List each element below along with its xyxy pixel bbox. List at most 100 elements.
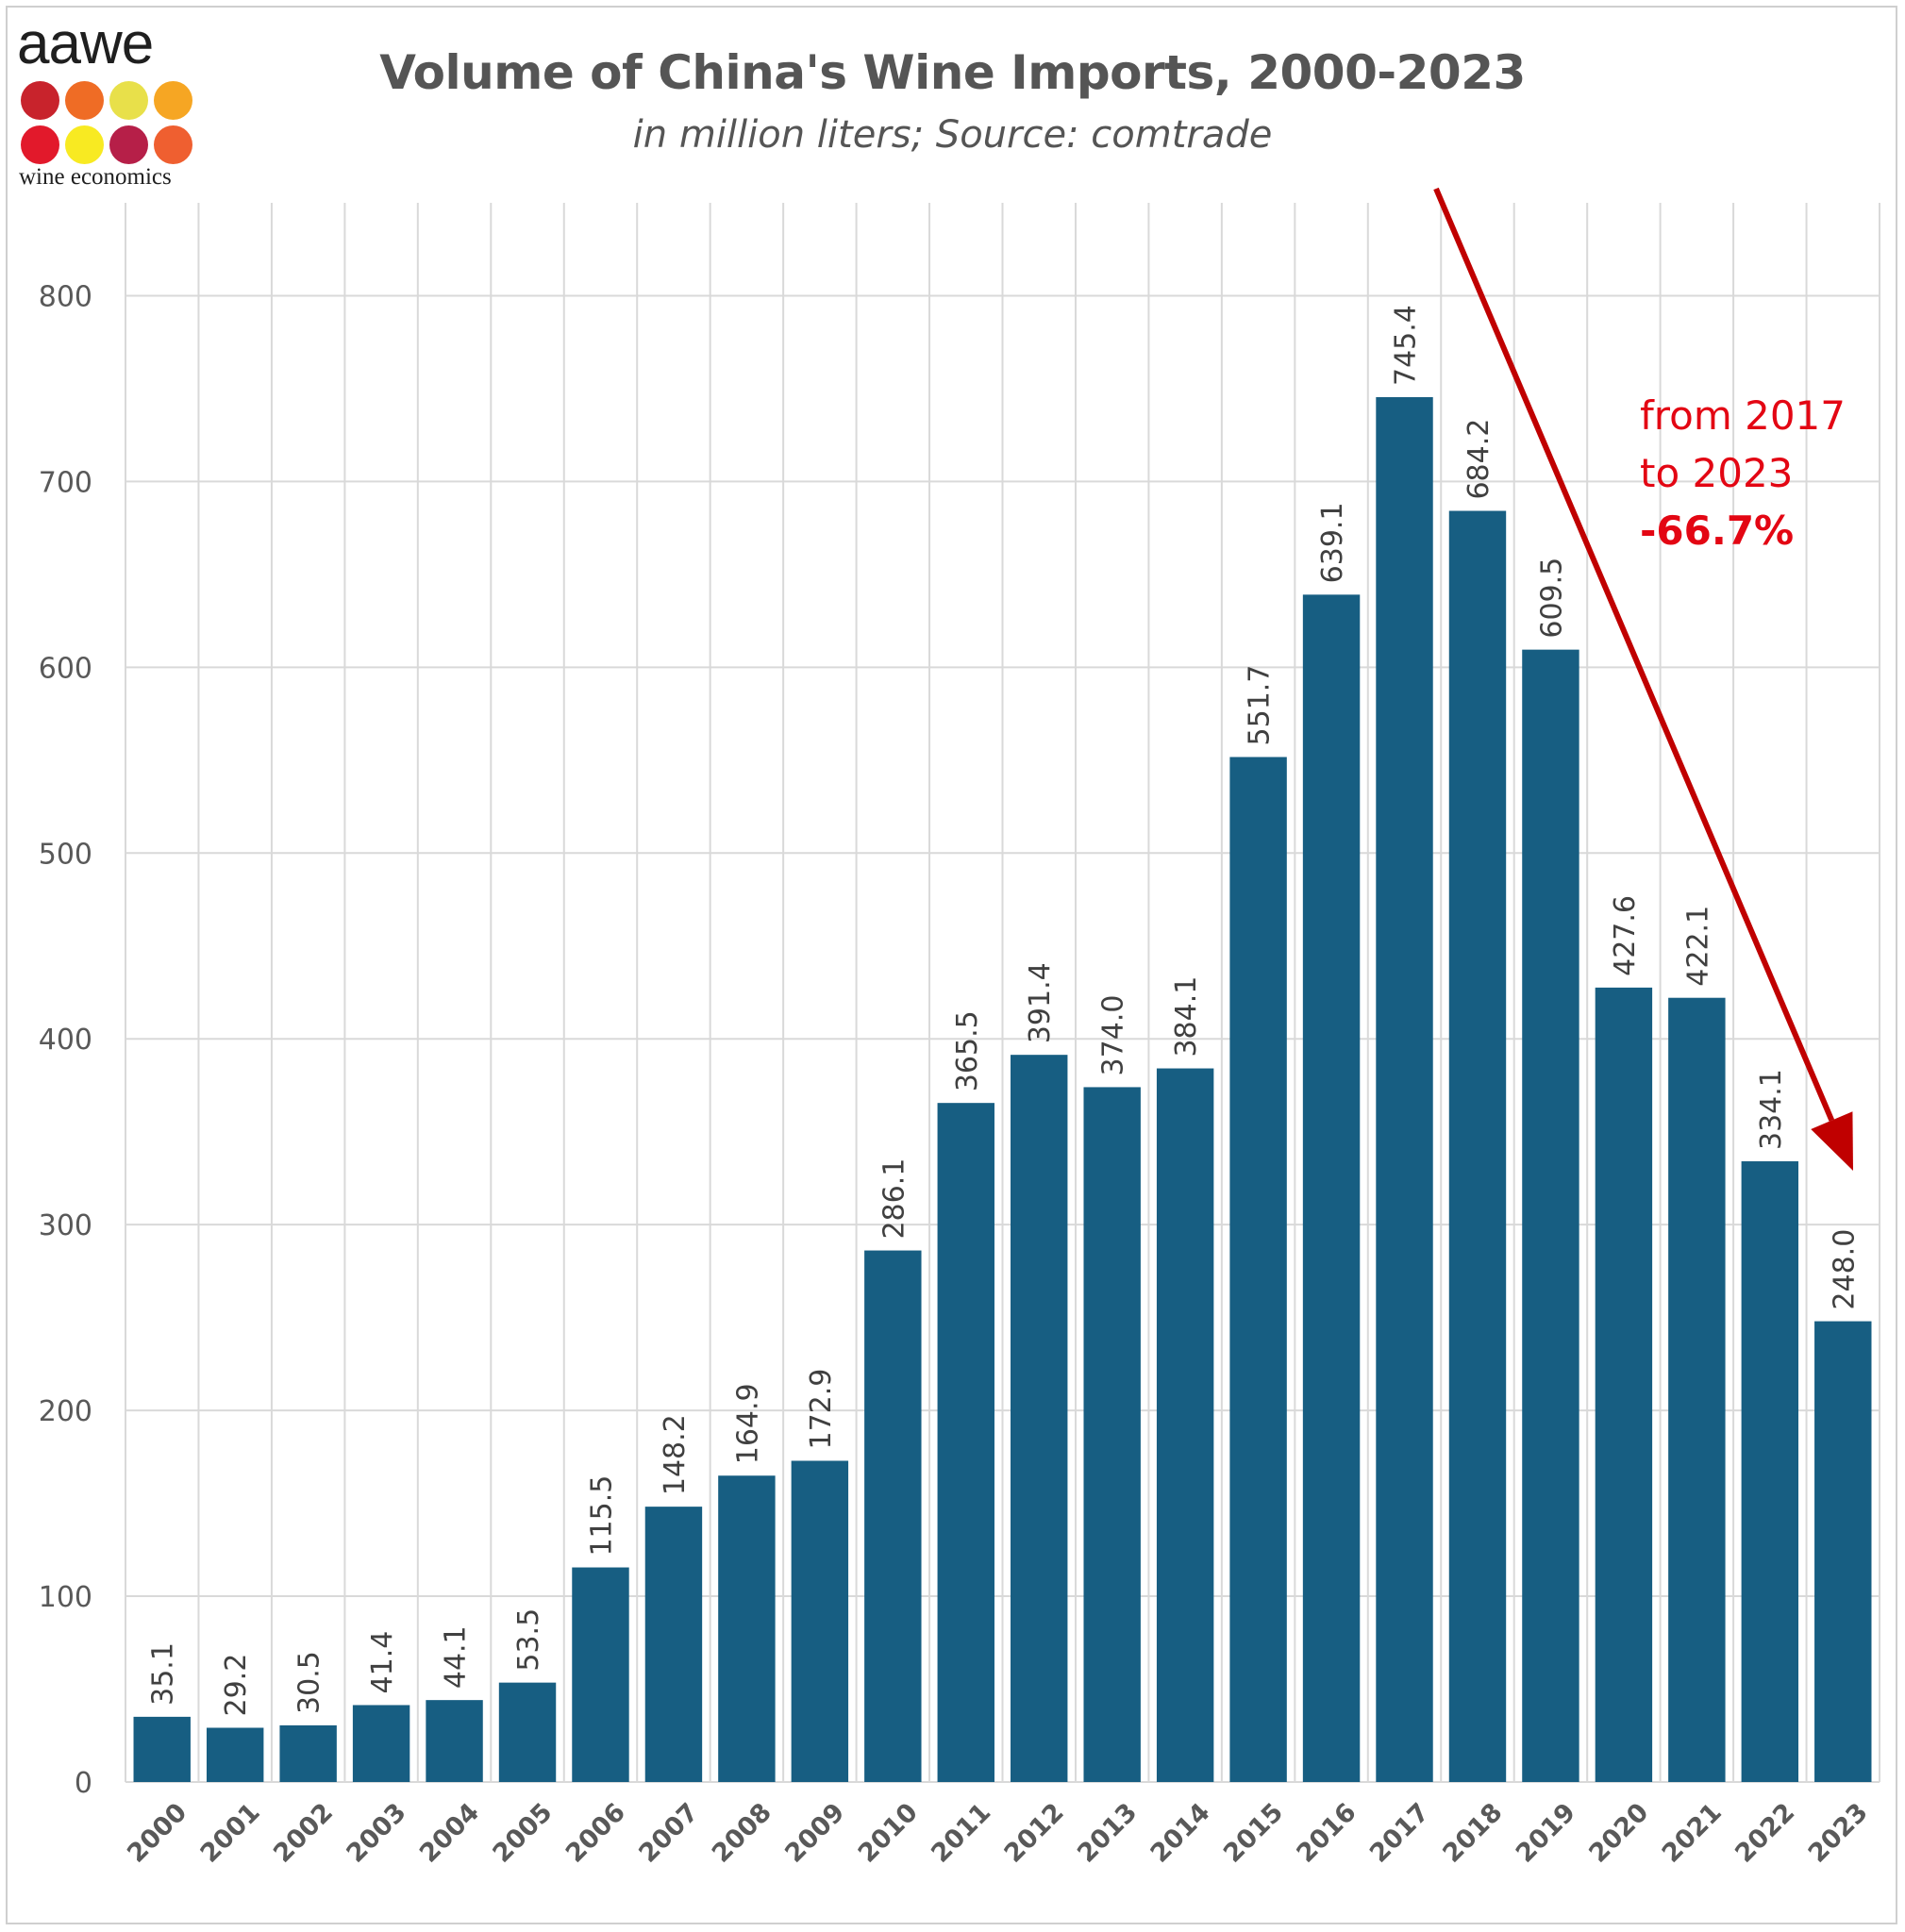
y-tick-label: 500 bbox=[39, 838, 92, 871]
logo-dots bbox=[21, 81, 202, 168]
data-label: 115.5 bbox=[585, 1475, 618, 1557]
bar-2018 bbox=[1448, 510, 1507, 1782]
data-label: 427.6 bbox=[1609, 895, 1642, 976]
data-label: 334.1 bbox=[1755, 1069, 1788, 1150]
y-tick-label: 400 bbox=[39, 1024, 92, 1057]
x-tick-label: 2004 bbox=[414, 1798, 485, 1869]
x-tick-label: 2022 bbox=[1730, 1798, 1800, 1869]
x-tick-label: 2001 bbox=[195, 1798, 266, 1869]
logo-dot bbox=[154, 125, 192, 164]
x-tick-label: 2023 bbox=[1803, 1798, 1874, 1869]
bar-2006 bbox=[572, 1567, 629, 1782]
y-tick-label: 800 bbox=[39, 280, 92, 313]
data-label: 384.1 bbox=[1170, 976, 1203, 1058]
x-tick-label: 2011 bbox=[926, 1798, 996, 1869]
logo-dot bbox=[154, 81, 192, 120]
y-tick-label: 0 bbox=[75, 1767, 92, 1800]
data-label: 41.4 bbox=[366, 1631, 399, 1694]
aawe-logo: aawe wine economics bbox=[17, 15, 206, 200]
bar-2013 bbox=[1083, 1087, 1141, 1782]
logo-wordmark: aawe bbox=[17, 11, 154, 76]
data-label: 148.2 bbox=[659, 1414, 692, 1495]
logo-dot bbox=[65, 125, 104, 164]
x-tick-label: 2014 bbox=[1145, 1798, 1216, 1869]
logo-dot bbox=[21, 125, 59, 164]
y-tick-label: 300 bbox=[39, 1209, 92, 1242]
logo-dot bbox=[109, 81, 148, 120]
bar-2023 bbox=[1814, 1321, 1872, 1782]
bar-2019 bbox=[1522, 649, 1579, 1782]
data-label: 30.5 bbox=[293, 1651, 326, 1714]
x-tick-label: 2002 bbox=[268, 1798, 339, 1869]
x-tick-label: 2012 bbox=[999, 1798, 1070, 1869]
data-label: 684.2 bbox=[1462, 419, 1496, 500]
x-tick-label: 2005 bbox=[487, 1798, 558, 1869]
x-tick-label: 2018 bbox=[1437, 1798, 1508, 1869]
x-tick-label: 2007 bbox=[633, 1798, 704, 1869]
y-tick-label: 600 bbox=[39, 652, 92, 685]
callout-line-from: from 2017 bbox=[1640, 392, 1846, 439]
grid-lines bbox=[125, 203, 1880, 1783]
data-label: 374.0 bbox=[1097, 995, 1130, 1076]
data-label: 639.1 bbox=[1316, 502, 1349, 583]
data-labels: 35.1 29.2 30.5 41.4 44.1 53.5 115.5 148.2 164.9 1… bbox=[147, 305, 1862, 1716]
y-axis-tick-labels: 0 100 200 300 400 500 600 700 800 bbox=[39, 280, 92, 1800]
x-tick-label: 2017 bbox=[1364, 1798, 1435, 1869]
chart-subtitle: in million liters; Source: comtrade bbox=[632, 113, 1273, 157]
logo-tagline: wine economics bbox=[19, 164, 172, 190]
change-callout: from 2017 to 2023 -66.7% bbox=[1640, 387, 1846, 559]
data-label: 365.5 bbox=[951, 1010, 984, 1091]
trend-arrow bbox=[1433, 187, 1853, 1171]
logo-dot bbox=[65, 81, 104, 120]
x-tick-label: 2016 bbox=[1292, 1798, 1362, 1869]
x-tick-label: 2015 bbox=[1218, 1798, 1289, 1869]
data-label: 551.7 bbox=[1244, 665, 1277, 746]
bar-2008 bbox=[718, 1475, 776, 1782]
x-tick-label: 2019 bbox=[1511, 1798, 1581, 1869]
logo-dot bbox=[21, 81, 59, 120]
bar-2015 bbox=[1229, 757, 1287, 1782]
data-label: 164.9 bbox=[731, 1383, 764, 1464]
data-label: 35.1 bbox=[147, 1642, 180, 1706]
y-tick-label: 100 bbox=[39, 1581, 92, 1614]
bar-2017 bbox=[1376, 397, 1433, 1782]
bar-2004 bbox=[426, 1700, 483, 1782]
bar-2021 bbox=[1668, 997, 1726, 1782]
logo-dot bbox=[109, 125, 148, 164]
data-label: 422.1 bbox=[1681, 906, 1714, 987]
callout-line-to: to 2023 bbox=[1640, 450, 1794, 496]
bar-2007 bbox=[644, 1507, 703, 1782]
data-label: 609.5 bbox=[1535, 558, 1568, 639]
bar-2009 bbox=[791, 1460, 849, 1782]
data-label: 29.2 bbox=[220, 1654, 253, 1717]
data-label: 172.9 bbox=[805, 1369, 838, 1450]
x-tick-label: 2010 bbox=[853, 1798, 924, 1869]
arrow-head bbox=[1811, 1111, 1853, 1171]
data-label: 391.4 bbox=[1024, 962, 1057, 1043]
y-tick-label: 700 bbox=[39, 466, 92, 499]
data-label: 745.4 bbox=[1390, 305, 1423, 386]
bar-2010 bbox=[864, 1250, 922, 1782]
callout-change-value: -66.7% bbox=[1640, 508, 1795, 554]
bar-2000 bbox=[133, 1716, 191, 1782]
bar-2011 bbox=[937, 1103, 994, 1782]
y-tick-label: 200 bbox=[39, 1395, 92, 1428]
x-tick-label: 2003 bbox=[342, 1798, 412, 1869]
data-label: 248.0 bbox=[1828, 1229, 1861, 1310]
x-tick-label: 2009 bbox=[779, 1798, 850, 1869]
bar-2020 bbox=[1595, 987, 1653, 1782]
chart-title: Volume of China's Wine Imports, 2000-202… bbox=[379, 45, 1526, 100]
x-tick-label: 2013 bbox=[1072, 1798, 1143, 1869]
x-tick-label: 2000 bbox=[122, 1798, 192, 1869]
bar-2005 bbox=[498, 1682, 557, 1782]
bar-2014 bbox=[1156, 1068, 1214, 1782]
x-tick-label: 2008 bbox=[707, 1798, 777, 1869]
bar-2001 bbox=[206, 1727, 264, 1782]
arrow-shaft bbox=[1433, 187, 1835, 1122]
data-label: 286.1 bbox=[877, 1158, 911, 1240]
bar-2002 bbox=[279, 1724, 337, 1782]
bar-2003 bbox=[352, 1705, 410, 1782]
x-tick-label: 2021 bbox=[1657, 1798, 1728, 1869]
x-axis-tick-labels: 2000 2001 2002 2003 2004 2005 2006 2007 2008 2009… bbox=[122, 1798, 1874, 1869]
x-tick-label: 2020 bbox=[1583, 1798, 1654, 1869]
